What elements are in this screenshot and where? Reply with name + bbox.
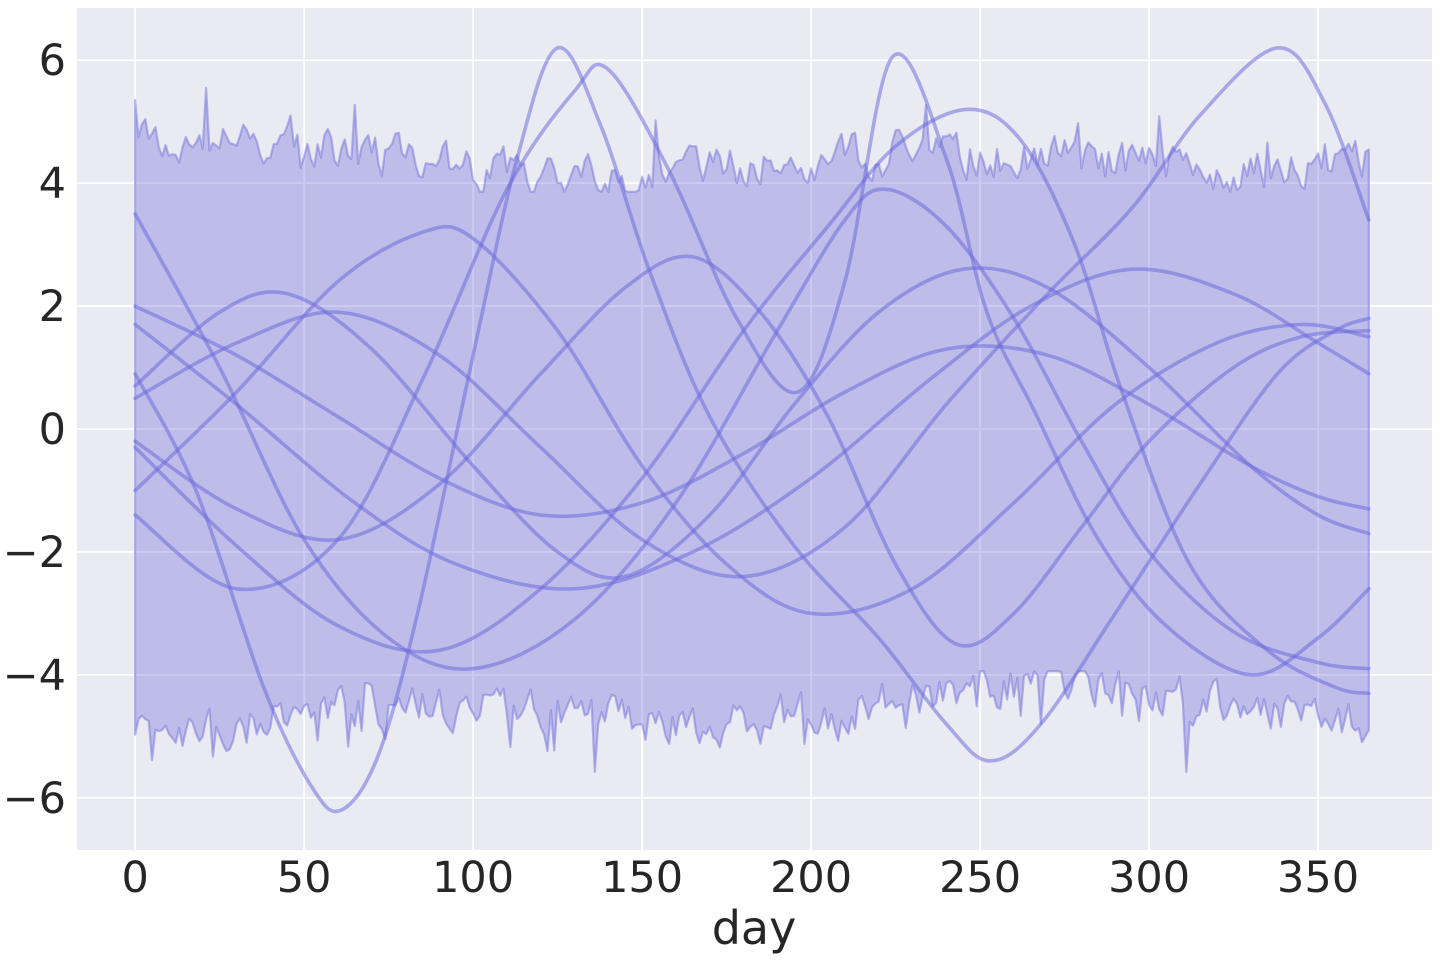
y-tick-label: −4 — [3, 651, 66, 701]
x-tick-label: 350 — [1277, 853, 1359, 903]
y-tick-label: 4 — [39, 159, 66, 209]
series-line-8 — [133, 304, 1371, 519]
y-tick-label: 0 — [39, 405, 66, 455]
x-tick-label: 50 — [277, 853, 332, 903]
x-tick-label: 200 — [770, 853, 852, 903]
series-line-10 — [133, 267, 1371, 591]
y-axis-tick-labels: −6 −4 −2 0 2 4 6 — [3, 36, 66, 824]
series-line-4 — [133, 107, 1371, 696]
x-tick-label: 250 — [939, 853, 1021, 903]
y-tick-label: 6 — [39, 36, 66, 86]
uncertainty-band-area — [134, 86, 1370, 773]
series-line-3 — [133, 46, 1371, 579]
series-line-9 — [133, 187, 1371, 671]
line-series-group — [133, 45, 1371, 814]
x-tick-label: 300 — [1108, 853, 1190, 903]
x-axis-tick-labels: 0 50 100 150 200 250 300 350 — [121, 853, 1359, 903]
x-tick-label: 150 — [601, 853, 683, 903]
y-tick-label: −2 — [3, 528, 66, 578]
series-line-2 — [133, 52, 1371, 677]
grid-lines — [77, 8, 1432, 850]
x-axis-label: day — [712, 901, 797, 955]
x-tick-label: 100 — [432, 853, 514, 903]
uncertainty-band — [134, 86, 1370, 773]
y-tick-label: 2 — [39, 282, 66, 332]
y-tick-label: −6 — [3, 774, 66, 824]
series-line-7 — [133, 254, 1371, 648]
series-line-1 — [133, 45, 1371, 814]
x-tick-label: 0 — [121, 853, 148, 903]
series-line-6 — [133, 266, 1371, 580]
